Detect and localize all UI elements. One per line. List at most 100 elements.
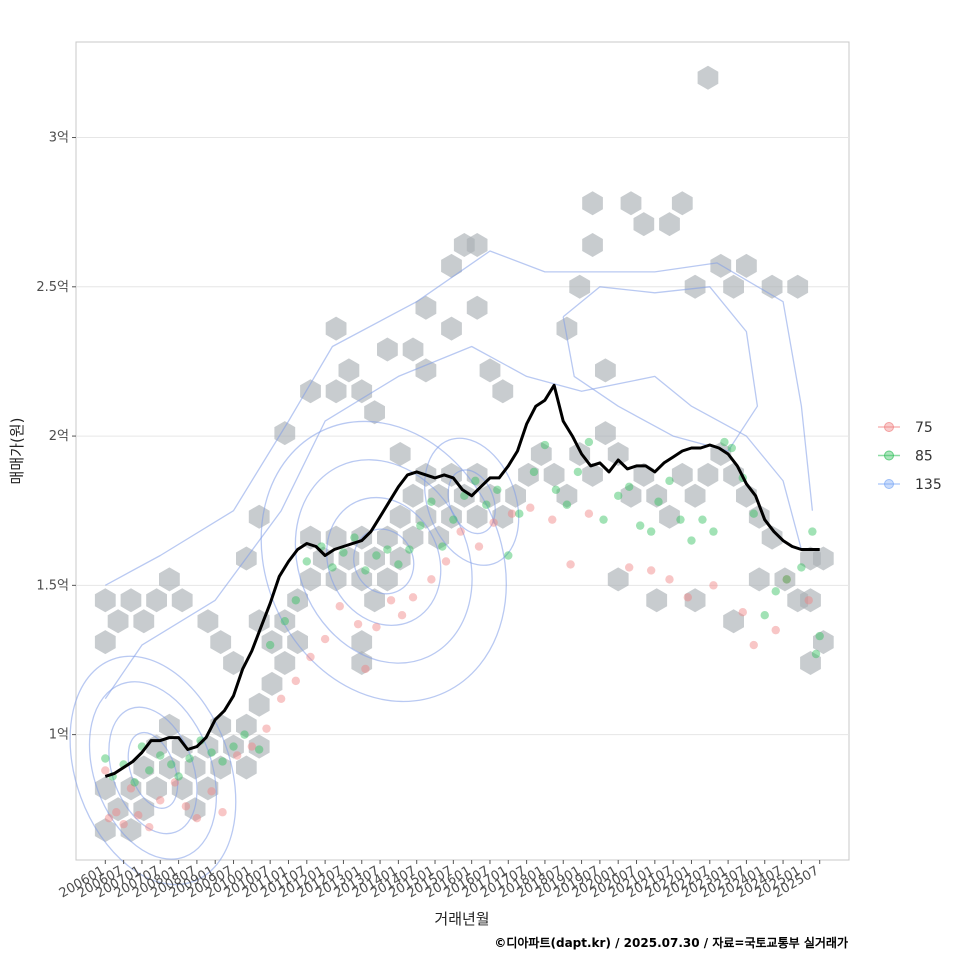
hexbin-cell xyxy=(697,65,719,90)
hexbin-cell xyxy=(300,379,321,404)
scatter-point-75 xyxy=(782,575,791,584)
hexbin-cell xyxy=(646,588,668,613)
hexbin-cell xyxy=(171,734,193,759)
scatter-point-85 xyxy=(291,596,301,605)
scatter-point-85 xyxy=(372,551,381,560)
scatter-point-75 xyxy=(232,751,242,760)
scatter-point-85 xyxy=(218,757,227,766)
hexbin-cell xyxy=(748,567,770,592)
hexbin-cell xyxy=(748,504,770,529)
hexbin-cell xyxy=(607,442,629,466)
hexbin-cell xyxy=(120,588,142,613)
hexbin-cell xyxy=(569,274,591,299)
hexbin-cell xyxy=(466,504,488,529)
scatter-point-85 xyxy=(771,587,780,596)
hexbin-cell xyxy=(415,295,437,320)
scatter-point-75 xyxy=(738,608,747,617)
hexbin-cell xyxy=(620,483,642,508)
scatter-point-85 xyxy=(529,467,539,477)
scatter-point-75 xyxy=(353,619,363,629)
hexbin-cell xyxy=(813,546,834,571)
hexbin-cell xyxy=(120,776,142,801)
hexbin-cell xyxy=(800,651,821,675)
scatter-point-75 xyxy=(771,625,780,635)
x-axis-title: 거래년월 xyxy=(434,910,489,928)
hexbin-cell xyxy=(595,421,616,446)
scatter-point-75 xyxy=(207,787,216,796)
hexbin-cell xyxy=(466,295,488,320)
hexbin-cell xyxy=(377,337,398,362)
scatter-point-85 xyxy=(438,542,447,551)
hexbin-cell xyxy=(248,734,270,759)
scatter-point-75 xyxy=(262,724,271,733)
hexbin-cell xyxy=(325,525,347,550)
hexbin-cell xyxy=(389,546,411,571)
legend-key-point-135 xyxy=(884,479,894,489)
hexbin-cell xyxy=(736,253,757,278)
scatter-point-75 xyxy=(134,811,143,820)
hexbin-cell xyxy=(364,400,385,425)
scatter-point-85 xyxy=(101,754,110,763)
scatter-point-75 xyxy=(427,575,436,584)
hexbin-cell xyxy=(441,316,462,341)
scatter-point-75 xyxy=(119,819,128,829)
scatter-point-85 xyxy=(339,548,348,557)
hexbin-cell xyxy=(710,253,732,278)
scatter-point-85 xyxy=(815,631,824,641)
scatter-point-75 xyxy=(624,563,634,572)
density-contour xyxy=(69,655,237,886)
hexbin-cell xyxy=(479,358,501,383)
scatter-point-85 xyxy=(174,772,183,781)
scatter-point-85 xyxy=(613,491,623,500)
grid-lines xyxy=(76,137,849,736)
hexbin-cell xyxy=(800,588,821,613)
scatter-point-75 xyxy=(441,557,451,566)
hexbin-cell xyxy=(659,212,680,237)
hexbin-cell xyxy=(415,358,437,383)
scatter-point-75 xyxy=(507,509,517,518)
scatter-point-85 xyxy=(383,545,392,554)
scatter-point-85 xyxy=(676,515,685,524)
scatter-point-85 xyxy=(207,748,216,757)
scatter-point-85 xyxy=(654,497,663,506)
hexbin-cell xyxy=(684,588,706,613)
scatter-point-85 xyxy=(584,437,594,447)
hexbin-cell xyxy=(197,776,219,801)
scatter-point-85 xyxy=(540,440,550,450)
scatter-point-85 xyxy=(624,482,634,492)
scatter-point-75 xyxy=(386,596,396,605)
scatter-point-85 xyxy=(427,497,436,506)
hexbin-cell xyxy=(107,609,129,634)
trend-line-layer xyxy=(104,383,820,778)
density-contour xyxy=(104,250,814,586)
hexbin-cell xyxy=(787,274,809,299)
hexbin-cell xyxy=(402,483,424,508)
hexbin-cell xyxy=(620,191,642,216)
y-axis-title: 매매가(원) xyxy=(8,418,26,485)
scatter-point-85 xyxy=(471,476,480,486)
scatter-point-85 xyxy=(797,563,806,572)
hexbin-cell xyxy=(813,630,834,655)
hexbin-cell xyxy=(684,274,706,299)
hexbin-cell xyxy=(184,797,206,822)
scatter-point-75 xyxy=(145,822,154,832)
density-contour xyxy=(423,437,520,566)
scatter-point-75 xyxy=(247,742,257,751)
hexbin-cell xyxy=(159,567,180,592)
scatter-point-75 xyxy=(646,566,656,575)
hexbin-cell xyxy=(274,421,296,446)
scatter-point-75 xyxy=(156,796,165,805)
scatter-point-75 xyxy=(320,634,330,644)
scatter-point-85 xyxy=(254,745,264,754)
caption: ©디아파트(dapt.kr) / 2025.07.30 / 자료=국토교통부 실… xyxy=(494,935,848,950)
hexbin-cell xyxy=(133,755,155,780)
hexbin-cell xyxy=(146,588,167,613)
scatter-point-85 xyxy=(328,563,337,572)
hexbin-cell xyxy=(441,253,462,278)
hexbin-cell xyxy=(210,630,232,655)
scatter-point-85 xyxy=(749,509,758,518)
hexbin-cell xyxy=(671,191,693,216)
hexbin-cell xyxy=(582,462,603,487)
scatter-point-85 xyxy=(405,545,414,554)
hexbin-cell xyxy=(659,504,680,529)
